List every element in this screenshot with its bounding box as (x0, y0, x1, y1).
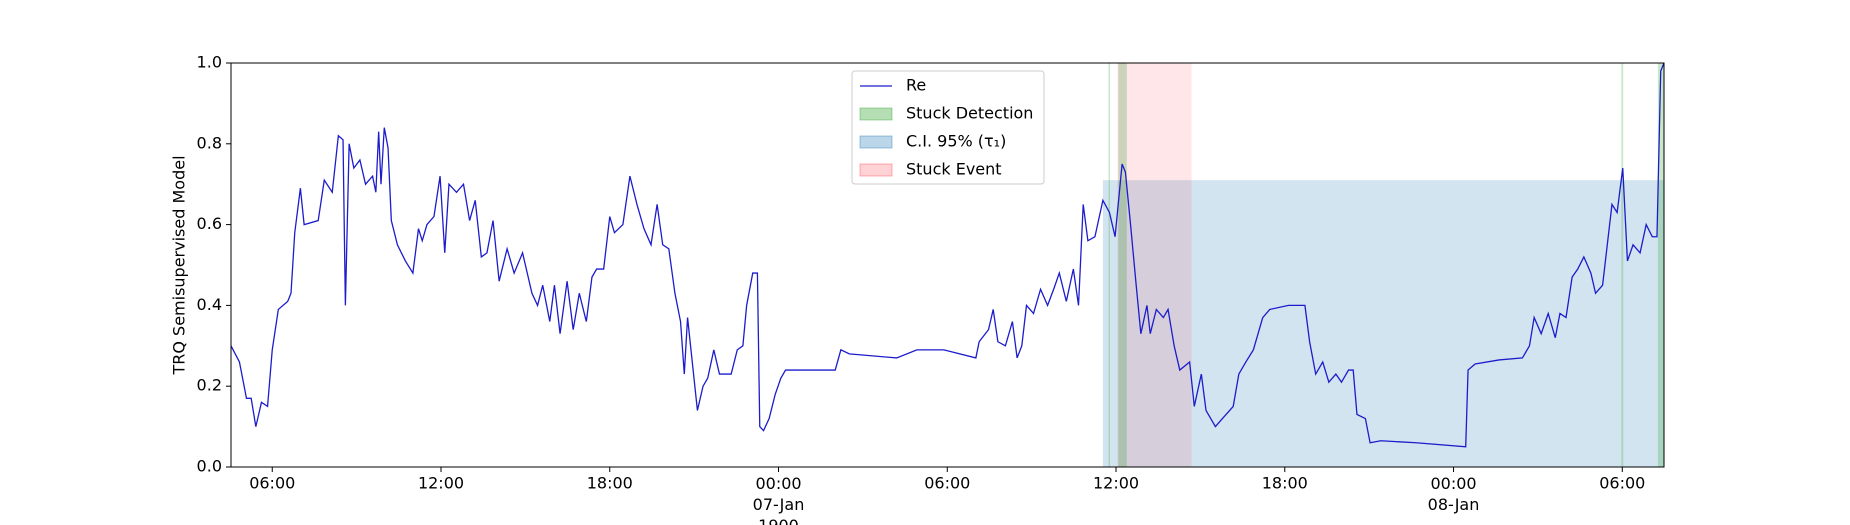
legend-label: Stuck Event (906, 160, 1002, 179)
legend-box (851, 70, 1045, 185)
legend-swatch (859, 135, 893, 149)
y-axis-label: TRQ Semisupervised Model (170, 155, 189, 375)
x-tick-label: 06:00 (1599, 474, 1645, 493)
x-tick-label: 18:00 (1262, 474, 1308, 493)
legend-swatch (859, 163, 893, 177)
y-tick-label: 0.6 (197, 214, 222, 233)
x-tick-label: 12:00 (418, 474, 464, 493)
legend-swatch (859, 107, 893, 121)
x-tick-label: 00:00 08-Jan (1428, 474, 1480, 514)
x-tick-label: 12:00 (1093, 474, 1139, 493)
span-band (1118, 63, 1127, 467)
line-series (230, 62, 1665, 448)
y-tick-label: 1.0 (197, 53, 222, 72)
x-tick-label: 06:00 (924, 474, 970, 493)
span-band (1117, 63, 1192, 467)
span-band (1621, 63, 1624, 467)
x-tick-label: 00:00 07-Jan 1900 (753, 474, 805, 525)
y-tick-label: 0.2 (197, 376, 222, 395)
legend-label: Re (906, 76, 926, 95)
legend-label: Stuck Detection (906, 104, 1033, 123)
x-tick-label: 18:00 (587, 474, 633, 493)
span-band (1102, 180, 1664, 467)
legend-label: C.I. 95% (τ₁) (906, 132, 1006, 151)
x-tick-label: 06:00 (249, 474, 295, 493)
span-band (1108, 63, 1111, 467)
y-tick-label: 0.8 (197, 133, 222, 152)
span-band (1657, 63, 1664, 467)
y-tick-label: 0.0 (197, 457, 222, 476)
y-tick-label: 0.4 (197, 295, 222, 314)
